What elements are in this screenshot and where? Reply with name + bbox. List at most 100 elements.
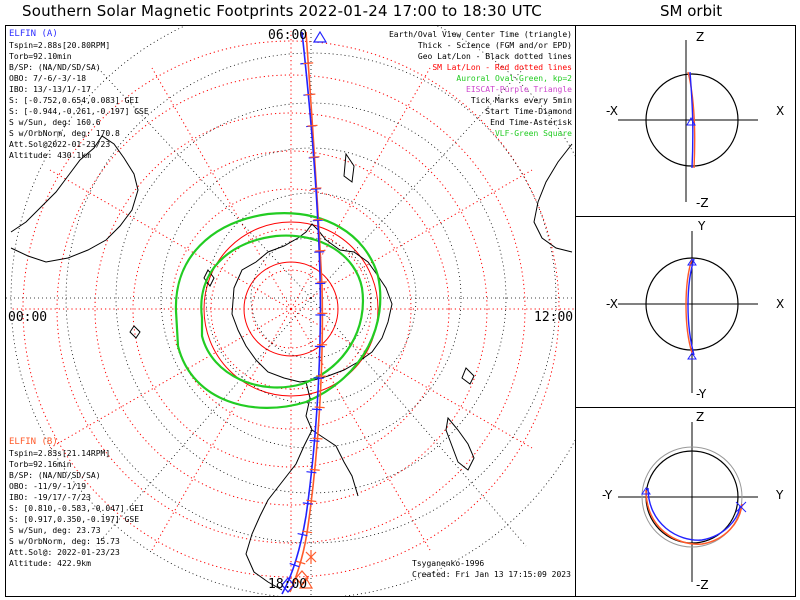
south-america-coastline (245, 381, 359, 591)
elfin-a-tick (312, 219, 323, 222)
credits: Tsyganenko-1996 Created: Fri Jan 13 17:1… (412, 558, 571, 580)
sm3-top-label: Z (696, 410, 705, 424)
australia-coastline (445, 143, 573, 471)
elfin-b-info-line: S w/OrbNorm, deg: 15.73 (9, 537, 120, 546)
legend-entry: EISCAT-Purple Triangle (466, 85, 572, 94)
elfin-b-info-line: Torb=92.16min (9, 460, 72, 469)
clock-label-top: 06:00 (268, 28, 308, 43)
elfin-b-info-line: S w/Sun, deg: 23.73 (9, 526, 101, 535)
elfin-a-tick (306, 471, 317, 474)
sm-yz-canvas (618, 422, 758, 582)
elfin-a-info-line: B/SP: (NA/ND/SD/SA) (9, 63, 101, 72)
end-markers (281, 30, 328, 593)
legend-entry: Geo Lat/Lon - Black dotted lines (417, 52, 572, 61)
elfin-b-info-line: Att.Sol@: 2022-01-23/23 (9, 548, 120, 557)
plot-title: Southern Solar Magnetic Footprints 2022-… (22, 2, 542, 20)
clock-label-left: 00:00 (8, 310, 48, 325)
elfin-a-tick (310, 188, 321, 190)
sm3-left-label: -Y (602, 488, 613, 502)
elfin-b-info-line: IBO: -19/17/-7/23 (9, 493, 91, 502)
island-outlines (129, 152, 475, 385)
elfin-b-end-asterisk (305, 550, 317, 564)
legend-entry: SM Lat/Lon - Red dotted lines (432, 63, 572, 72)
sm2-top-label: Y (698, 219, 706, 233)
elfin-a-tick (311, 408, 322, 411)
elfin-a-info-line: S: [-0.944,-0.261,-0.197] GSE (9, 107, 149, 116)
elfin-b-tick (309, 468, 320, 471)
elfin-a-info: ELFIN (A) Tspin=2.88s[20.80RPM] Torb=92.1… (9, 29, 149, 161)
sm-orbit-yz-panel: Z -Z -Y Y (575, 407, 796, 597)
elfin-a-info-line: OBO: 7/-6/-3/-18 (9, 74, 87, 83)
elfin-a-info-line: IBO: 13/-13/1/-17 (9, 85, 91, 94)
elfin-b-info-line: Tspin=2.83s[21.14RPM] (9, 449, 111, 458)
elfin-b-tick (313, 218, 324, 221)
elfin-b-tick (314, 406, 325, 409)
sm-xz-canvas (618, 40, 758, 202)
sm-solid-circles (203, 221, 379, 397)
legend-entry: Start Time-Diamond (485, 107, 572, 116)
elfin-b-info-line: S: [0.917,0.350,-0.197] GSE (9, 515, 140, 524)
elfin-b-name: ELFIN (B) (9, 437, 58, 447)
elfin-b-tick (316, 281, 327, 283)
elfin-tracks (281, 31, 324, 595)
sm1-top-label: Z (696, 30, 705, 44)
map-canvas (6, 26, 575, 596)
elfin-b-tick-marks (295, 62, 328, 565)
elfin-b-view-triangle (298, 576, 314, 589)
elfin-a-info-line: S w/Sun, deg: 160.6 (9, 118, 101, 127)
elfin-b-info-line: S: [0.810,-0.583,-0.047] GEI (9, 504, 144, 513)
polar-footprint-map: 06:00 00:00 12:00 18:00 ELFIN (A) Tspin=… (5, 25, 576, 597)
elfin-a-tick-marks (289, 62, 326, 568)
sm2-left-label: -X (606, 297, 618, 311)
sm3-bottom-label: -Z (696, 578, 709, 592)
legend-entry: Earth/Oval View Center Time (triangle) (388, 30, 572, 39)
elfin-a-track (281, 31, 322, 595)
elfin-b-tick (311, 187, 322, 190)
sm-orbit-xy-panel: Y -Y -X X (575, 216, 796, 408)
elfin-b-info-line: Altitude: 422.9km (9, 559, 91, 568)
sm2-right-label: X (776, 297, 785, 311)
elfin-b-tick (305, 93, 316, 96)
elfin-a-name: ELFIN (A) (9, 29, 58, 39)
model-label: Tsyganenko-1996 (412, 559, 485, 568)
elfin-b-tick (303, 62, 314, 65)
legend-entry: End Time-Asterisk (490, 118, 572, 127)
sm1-left-label: -X (606, 104, 618, 118)
elfin-b-tick (315, 249, 326, 252)
elfin-b-tick (302, 530, 313, 534)
auroral-oval (174, 212, 382, 409)
elfin-a-tick (309, 439, 320, 442)
elfin-a-info-line: Altitude: 430.1km (9, 151, 91, 160)
elfin-b-info-line: OBO: -11/9/-1/19 (9, 482, 87, 491)
elfin-b-track (289, 31, 324, 593)
sm2-bottom-label: -Y (696, 387, 707, 401)
sm1-bottom-label: -Z (696, 196, 709, 210)
sm-orbit-title: SM orbit (660, 2, 723, 20)
antarctica-coastline (231, 223, 393, 383)
legend-entry: VLF-Green Square (494, 129, 572, 138)
elfin-a-info-line: S w/OrbNorm, deg: 170.8 (9, 129, 120, 138)
elfin-a-info-line: Tspin=2.88s[20.80RPM] (9, 41, 111, 50)
elfin-b-info-line: B/SP: (NA/ND/SD/SA) (9, 471, 101, 480)
elfin-a-info-line: Torb=92.10min (9, 52, 72, 61)
elfin-b-tick (309, 156, 320, 158)
elfin-b-info: ELFIN (B) Tspin=2.83s[21.14RPM] Torb=92.1… (9, 437, 144, 569)
sm-xy-canvas (618, 231, 758, 393)
elfin-a-info-line: S: [-0.752,0.654,0.083] GEI (9, 96, 140, 105)
legend-entry: Auroral Oval-Green, kp=2 (456, 74, 572, 83)
elfin-b-tick (306, 499, 317, 503)
elfin-b-tick (295, 560, 306, 565)
created-timestamp: Created: Fri Jan 13 17:15:09 2023 (412, 570, 571, 579)
sm-orbit-xz-panel: Z -Z -X X (575, 25, 796, 217)
map-legend: Earth/Oval View Center Time (triangle) Th… (389, 29, 572, 139)
elfin-b-tick (307, 124, 318, 127)
elfin-a-tick (289, 562, 300, 568)
elfin-b-tick (312, 437, 323, 440)
sm3-right-label: Y (776, 488, 784, 502)
elfin-a-start-diamond (281, 577, 295, 593)
elfin-a-info-line: Att.Sol@2022-01-23/23 (9, 140, 111, 149)
elfin-a-tick (302, 502, 313, 505)
clock-label-bottom: 18:00 (268, 577, 308, 592)
clock-label-right: 12:00 (534, 310, 574, 325)
elfin-a-tick (297, 532, 308, 537)
